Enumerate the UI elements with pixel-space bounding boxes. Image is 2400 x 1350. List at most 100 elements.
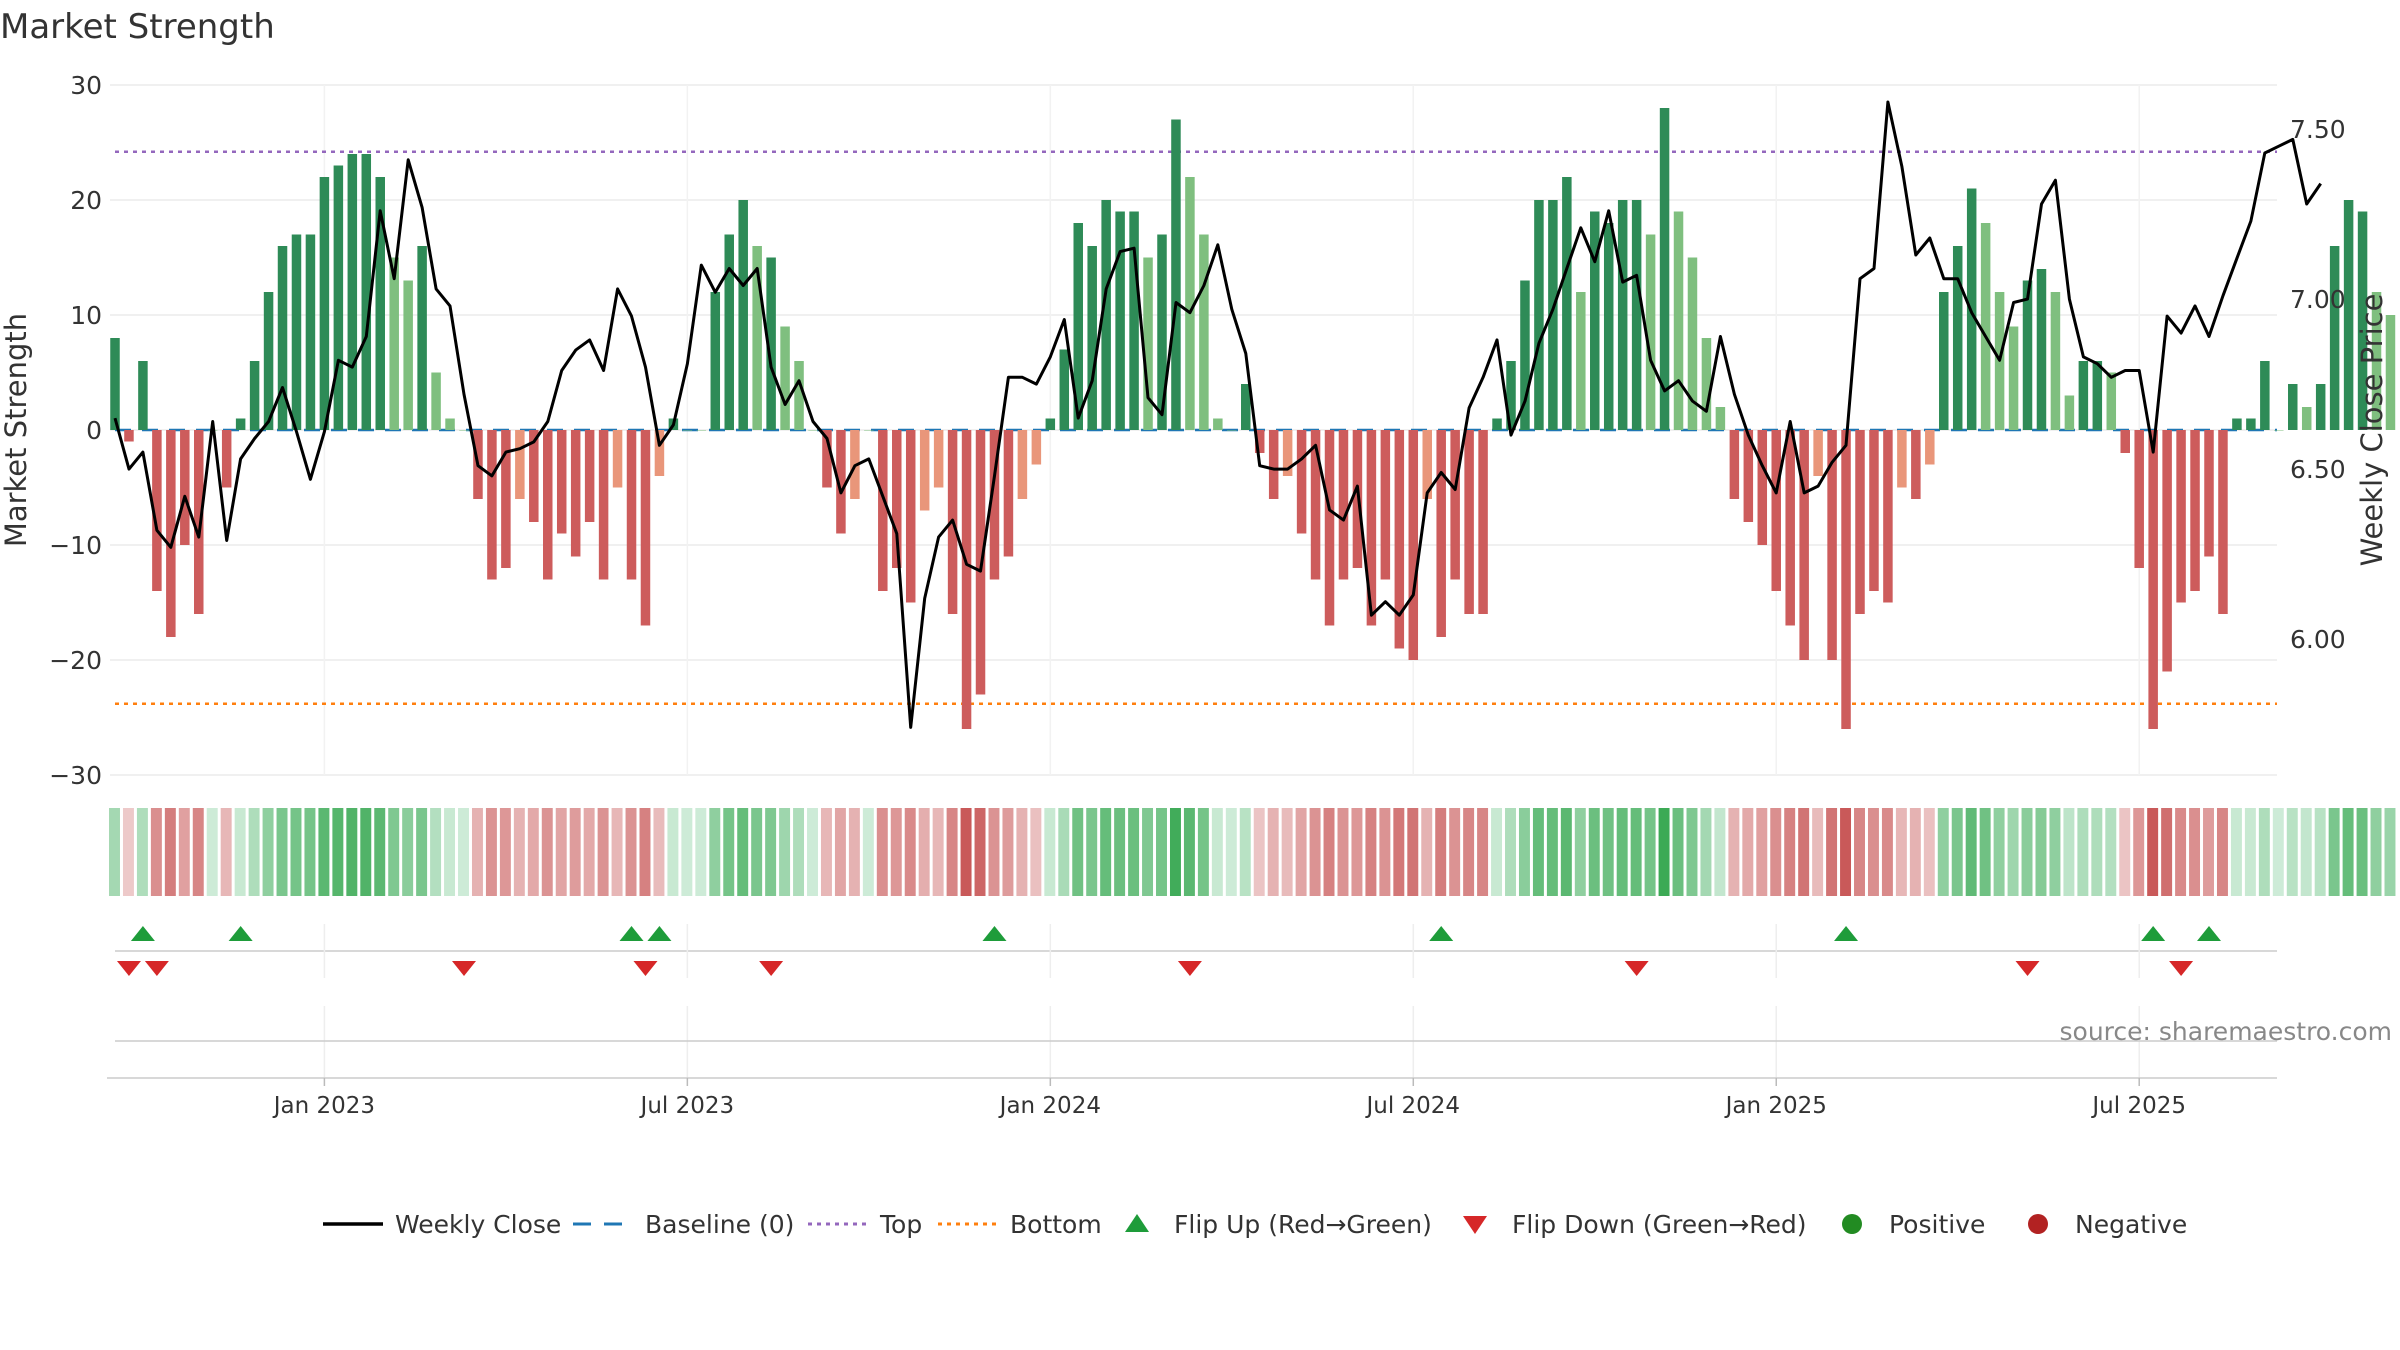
- strength-bar: [1785, 430, 1795, 626]
- heat-cell: [1923, 808, 1935, 896]
- strength-bar: [2176, 430, 2186, 603]
- strength-bar: [1394, 430, 1405, 649]
- strength-heat-strip: [109, 808, 2396, 896]
- heat-cell: [890, 808, 902, 896]
- heat-cell: [1295, 808, 1307, 896]
- flip-up-marker: [982, 926, 1007, 941]
- strength-bar: [459, 430, 469, 431]
- strength-bar: [1380, 430, 1391, 580]
- heat-cell: [1156, 808, 1167, 896]
- legend-label: Negative: [2075, 1210, 2187, 1239]
- strength-bar: [1925, 430, 1935, 465]
- heat-cell: [751, 808, 763, 896]
- heat-cell: [2077, 808, 2089, 896]
- heat-cell: [527, 808, 539, 896]
- heat-cell: [1211, 808, 1223, 896]
- heat-cell: [109, 808, 120, 896]
- heat-cell: [1672, 808, 1684, 896]
- strength-bar: [1869, 430, 1879, 591]
- strength-bar: [152, 430, 162, 591]
- weekly-close-series: [113, 100, 2322, 729]
- heat-cell: [1491, 808, 1503, 896]
- legend-label: Bottom: [1010, 1210, 1102, 1239]
- strength-bar: [2260, 361, 2270, 430]
- strength-bar: [724, 234, 734, 430]
- strength-bar: [766, 257, 776, 430]
- heat-cell: [1574, 808, 1586, 896]
- heat-cell: [1142, 808, 1154, 896]
- heat-cell: [723, 808, 735, 896]
- heat-cell: [1169, 808, 1181, 896]
- strength-bar: [1268, 430, 1279, 499]
- heat-cell: [346, 808, 358, 896]
- strength-bar: [1003, 430, 1014, 557]
- strength-bar: [1827, 430, 1837, 660]
- strength-bar: [1645, 234, 1656, 430]
- right-tick-label: 7.00: [2290, 285, 2346, 314]
- strength-bar: [2162, 430, 2172, 672]
- strength-bar: [1729, 430, 1740, 499]
- heat-cell: [695, 808, 707, 896]
- strength-bar: [1911, 430, 1921, 499]
- strength-bar: [2371, 292, 2382, 430]
- flip-down-marker: [759, 961, 784, 976]
- flip-up-marker: [2141, 926, 2166, 941]
- heat-cell: [150, 808, 162, 896]
- legend-circle-icon: [2028, 1214, 2048, 1234]
- strength-bar: [305, 234, 316, 430]
- flip-up-marker: [1834, 926, 1859, 941]
- heat-cell: [1505, 808, 1516, 896]
- heat-cell: [471, 808, 483, 896]
- heat-cell: [793, 808, 805, 896]
- legend-circle-icon: [1842, 1214, 1862, 1234]
- heat-cell: [1812, 808, 1824, 896]
- heat-cell: [1658, 808, 1670, 896]
- heat-cell: [974, 808, 986, 896]
- flip-markers-panel: [115, 924, 2277, 978]
- heat-cell: [318, 808, 330, 896]
- heat-cell: [1630, 808, 1642, 896]
- strength-bar: [1073, 223, 1083, 430]
- strength-bar: [1506, 361, 1516, 430]
- strength-bar: [194, 430, 204, 614]
- heat-cell: [765, 808, 777, 896]
- heat-cell: [555, 808, 567, 896]
- strength-bar: [905, 430, 916, 603]
- source-credit: source: sharemaestro.com: [2060, 1017, 2393, 1046]
- heat-cell: [2035, 808, 2047, 896]
- heat-cell: [541, 808, 553, 896]
- legend-item: Weekly Close: [323, 1210, 561, 1239]
- strength-bar: [487, 430, 497, 580]
- strength-bar: [1771, 430, 1781, 591]
- heat-cell: [1756, 808, 1768, 896]
- heat-cell: [262, 808, 274, 896]
- heat-cell: [681, 808, 693, 896]
- strength-bar: [2106, 372, 2117, 430]
- heat-cell: [779, 808, 791, 896]
- flip-down-marker: [1177, 961, 1202, 976]
- legend-item: Baseline (0): [573, 1210, 794, 1239]
- heat-cell: [1225, 808, 1237, 896]
- heat-cell: [2356, 808, 2368, 896]
- heat-cell: [374, 808, 386, 896]
- heat-cell: [1337, 808, 1349, 896]
- legend-label: Weekly Close: [395, 1210, 561, 1239]
- strength-bar: [431, 372, 441, 430]
- heat-cell: [416, 808, 428, 896]
- strength-bar: [794, 361, 804, 430]
- heat-cell: [1881, 808, 1893, 896]
- strength-bar: [822, 430, 832, 488]
- heat-cell: [876, 808, 888, 896]
- strength-bar: [1199, 234, 1209, 430]
- strength-bar: [1282, 430, 1293, 476]
- strength-bar: [1715, 407, 1726, 430]
- heat-cell: [1965, 808, 1977, 896]
- heat-cell: [2063, 808, 2075, 896]
- heat-cell: [1072, 808, 1084, 896]
- strength-bar: [138, 361, 148, 430]
- strength-bar: [1366, 430, 1377, 626]
- strength-bar: [1031, 430, 1042, 465]
- heat-cell: [1309, 808, 1321, 896]
- strength-bar: [110, 338, 120, 430]
- strength-bar: [1296, 430, 1307, 534]
